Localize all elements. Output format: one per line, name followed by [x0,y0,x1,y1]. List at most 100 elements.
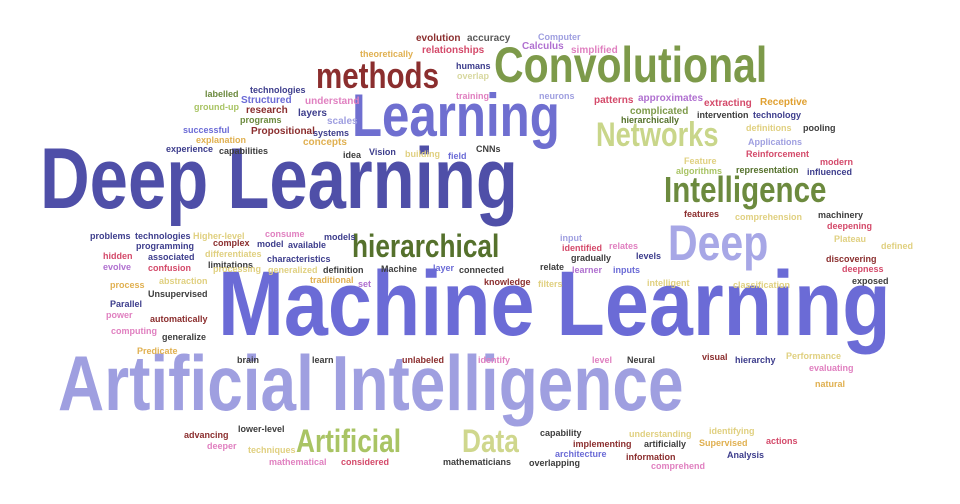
word-considered: considered [341,457,390,467]
word-higher-level: Higher-level [193,231,245,241]
word-training: training [456,91,489,101]
word-evolution: evolution [416,33,461,44]
word-characteristics: characteristics [267,254,331,264]
word-programming: programming [136,241,195,251]
word-relate: relate [540,262,565,272]
word-hidden: hidden [103,251,133,261]
word-comprehend: comprehend [651,461,706,471]
word-idea: idea [343,150,362,160]
word-technologies: technologies [250,85,306,95]
word-algorithms: algorithms [676,166,723,176]
word-learn: learn [312,355,334,365]
word-definition: definition [323,265,364,275]
word-discovering: discovering [826,254,877,264]
word-methods: methods [316,55,440,96]
word-calculus: Calculus [522,41,564,52]
word-input: input [560,233,582,243]
word-systems: systems [313,128,350,138]
word-intelligence: Intelligence [664,169,827,210]
word-features: features [684,209,720,219]
word-knowledge: knowledge [484,277,531,287]
word-propositional: Propositional [251,126,315,137]
word-neural: Neural [627,355,656,365]
word-hierarchy: hierarchy [735,355,776,365]
word-technology: technology [753,110,802,120]
word-natural: natural [815,379,846,389]
word-comprehension: comprehension [735,212,803,222]
word-patterns: patterns [594,95,634,106]
word-associated: associated [148,252,195,262]
word-labelled: labelled [205,89,239,99]
word-implementing: implementing [573,439,632,449]
word-explanation: explanation [196,135,247,145]
word-technologies-2: technologies [135,231,191,241]
word-problems: problems [90,231,131,241]
word-research: research [246,105,288,116]
word-simplified: simplified [571,45,618,56]
word-actions: actions [766,436,798,446]
word-unlabeled: unlabeled [402,355,445,365]
word-cnns: CNNs [476,144,501,154]
word-inputs: inputs [613,265,640,275]
word-field: field [448,151,467,161]
word-definitions: definitions [746,123,792,133]
word-techniques: techniques [248,445,296,455]
word-deep: Deep [668,215,769,271]
word-overlapping: overlapping [529,458,581,468]
word-lower-level: lower-level [238,424,285,434]
word-vision: Vision [369,147,396,157]
word-layers: layers [298,108,327,119]
word-learner: learner [572,265,603,275]
word-modern: modern [820,157,854,167]
word-humans: humans [456,61,491,71]
word-networks: Networks [596,116,719,154]
word-identifying: identifying [709,426,755,436]
word-data: Data [462,423,519,459]
word-unsupervised: Unsupervised [148,289,208,299]
word-deepening: deepening [827,221,873,231]
word-advancing: advancing [184,430,229,440]
word-consume: consume [265,229,305,239]
word-plateau: Plateau [834,234,867,244]
word-classification: classification [733,280,791,290]
word-complex: complex [213,238,250,248]
word-architecture: architecture [555,449,607,459]
word-confusion: confusion [148,263,191,273]
word-complicated: complicated [630,106,689,117]
word-deeper: deeper [207,441,237,451]
word-analysis: Analysis [727,450,765,460]
word-defined: defined [881,241,914,251]
word-identified: identified [562,243,602,253]
word-artificial: Artificial [296,423,401,459]
word-level: level [592,355,613,365]
word-parallel: Parallel [110,299,143,309]
word-limitations: limitations [208,260,254,270]
word-process: process [110,280,145,290]
word-model: model [257,239,284,249]
word-artificially: artificially [644,439,687,449]
word-layer: layer [433,263,455,273]
word-supervised: Supervised [699,438,748,448]
word-automatically: automatically [150,314,208,324]
word-overlap: overlap [457,71,490,81]
word-relationships: relationships [422,45,485,56]
word-relates: relates [609,241,639,251]
word-mathematicians: mathematicians [443,457,512,467]
word-machinery: machinery [818,210,864,220]
word-neurons: neurons [539,91,575,101]
word-deepness: deepness [842,264,884,274]
word-learning: Learning [352,82,560,149]
word-ground-up: ground-up [194,102,239,112]
word-brain: brain [237,355,260,365]
word-building: building [405,149,440,159]
word-gradually: gradually [571,253,612,263]
word-mathematical: mathematical [269,457,327,467]
word-representation: representation [736,165,799,175]
word-theoretically: theoretically [360,49,414,59]
word-performance: Performance [786,351,842,361]
word-understand: understand [305,96,360,107]
word-filters: filters [538,279,563,289]
word-evaluating: evaluating [809,363,854,373]
word-feature: Feature [684,156,717,166]
word-generalize: generalize [162,332,207,342]
